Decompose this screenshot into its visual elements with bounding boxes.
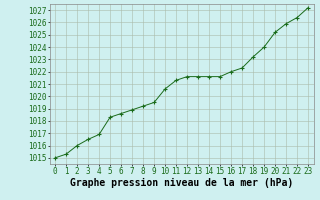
X-axis label: Graphe pression niveau de la mer (hPa): Graphe pression niveau de la mer (hPa) [70, 178, 293, 188]
